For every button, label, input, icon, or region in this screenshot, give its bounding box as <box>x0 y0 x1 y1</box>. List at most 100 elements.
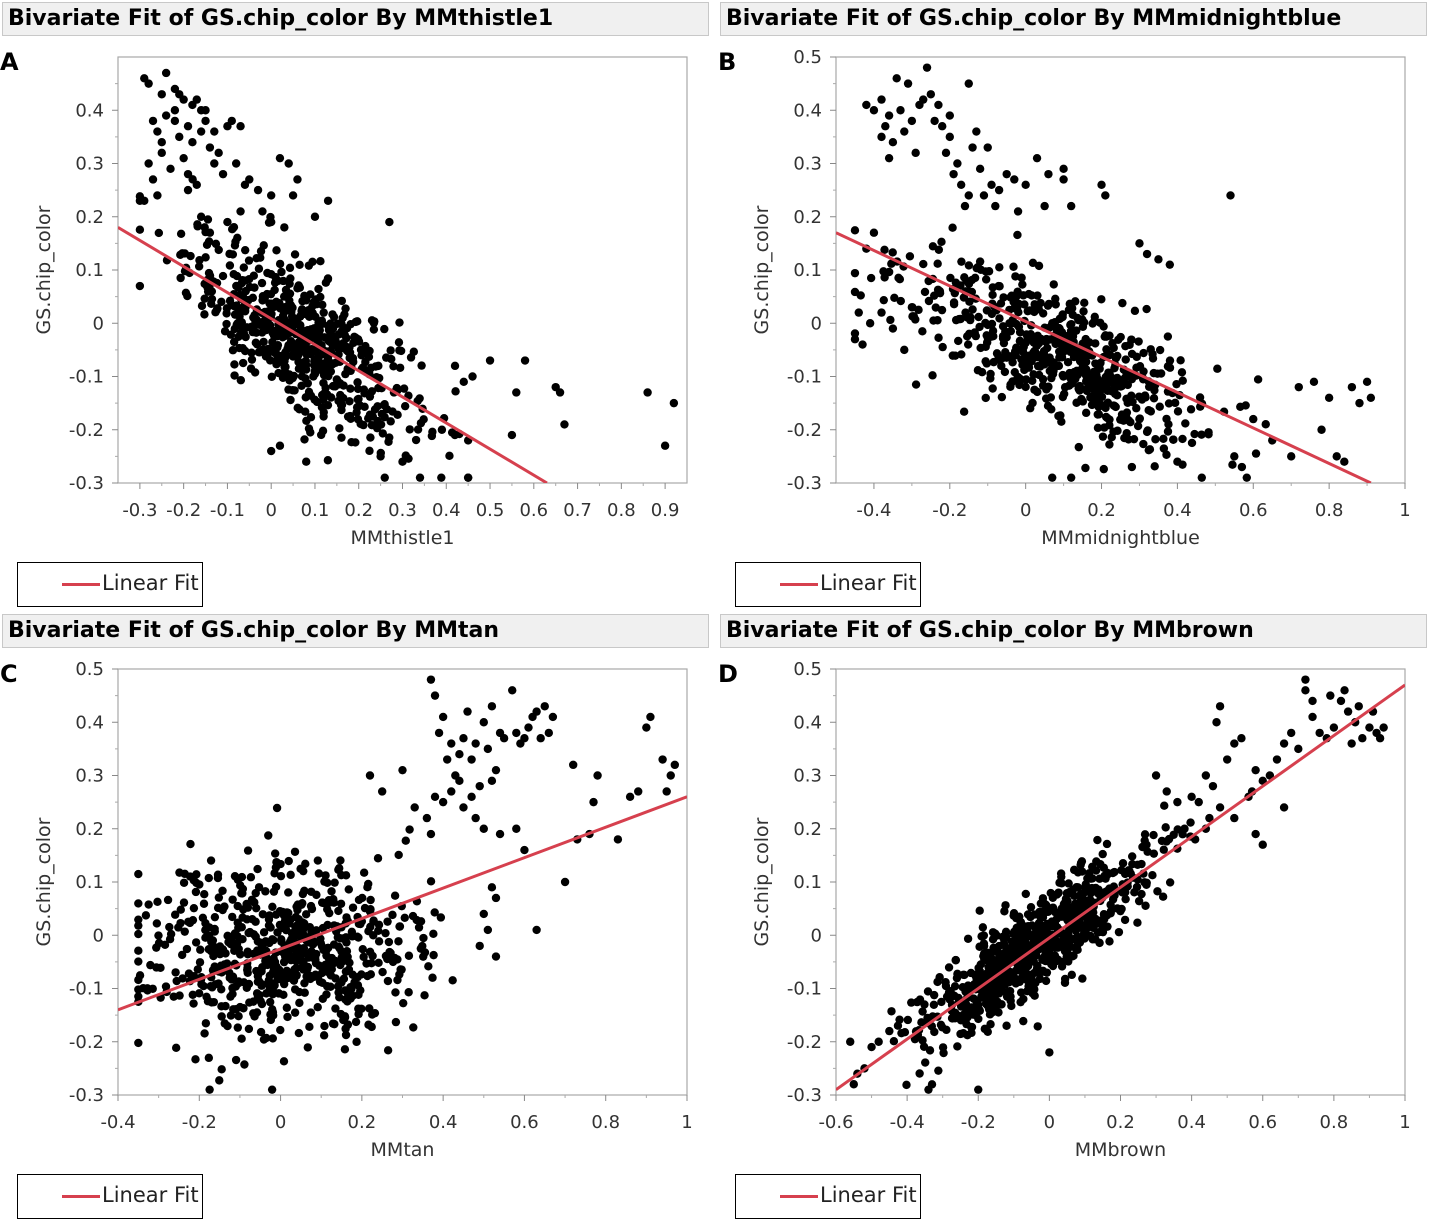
data-point <box>858 340 867 349</box>
data-point <box>850 287 860 297</box>
data-point <box>225 261 235 270</box>
data-point <box>1190 429 1199 439</box>
data-point <box>267 372 277 382</box>
data-point <box>283 1012 292 1022</box>
data-point <box>256 938 265 947</box>
data-point <box>273 358 283 367</box>
data-point <box>176 229 186 239</box>
data-point <box>282 1003 292 1012</box>
data-point <box>277 937 286 946</box>
data-point <box>296 311 306 320</box>
data-point <box>192 95 201 104</box>
data-point <box>1071 349 1080 359</box>
data-point <box>399 384 409 393</box>
data-point <box>1009 911 1018 920</box>
data-point <box>903 1015 913 1025</box>
data-point <box>157 90 166 99</box>
data-point <box>380 324 389 334</box>
data-point <box>336 319 346 329</box>
data-point <box>869 106 879 115</box>
data-point <box>1100 871 1109 880</box>
data-point <box>933 259 942 268</box>
data-point <box>182 944 192 954</box>
data-point <box>243 846 253 855</box>
x-tick-label: 0.9 <box>651 500 680 521</box>
data-point <box>507 430 517 440</box>
data-point <box>1050 919 1060 929</box>
x-tick-label: 0.8 <box>1320 1112 1349 1133</box>
data-point <box>909 312 919 321</box>
data-point <box>193 222 202 231</box>
data-point <box>1158 892 1168 901</box>
data-point <box>372 423 382 433</box>
data-point <box>366 922 375 932</box>
data-point <box>303 330 312 339</box>
data-points <box>846 675 1388 1094</box>
data-point <box>1033 331 1042 341</box>
data-point <box>877 95 886 104</box>
x-tick-label: -0.2 <box>166 500 201 521</box>
data-point <box>380 412 389 422</box>
data-point <box>1148 354 1158 363</box>
data-point <box>1051 907 1060 917</box>
data-point <box>893 1021 903 1030</box>
data-point <box>929 316 938 325</box>
data-point <box>227 116 236 126</box>
data-point <box>306 901 316 911</box>
data-point <box>491 765 501 775</box>
data-point <box>232 281 241 291</box>
data-point <box>1186 405 1196 414</box>
data-point <box>251 932 260 941</box>
data-point <box>937 237 946 247</box>
data-point <box>276 1025 285 1035</box>
data-point <box>1157 836 1167 846</box>
data-point <box>259 323 269 332</box>
x-tick-label: -0.2 <box>961 1112 996 1133</box>
data-point <box>897 1028 906 1038</box>
data-point <box>261 887 270 896</box>
data-point <box>1091 866 1101 875</box>
data-point <box>974 1000 983 1009</box>
data-point <box>1279 803 1289 812</box>
data-point <box>1076 858 1086 868</box>
data-point <box>337 296 347 306</box>
data-point <box>345 397 354 406</box>
data-point <box>134 869 143 879</box>
data-point <box>468 372 477 381</box>
y-tick-label: 0.5 <box>75 659 104 680</box>
data-point <box>1059 175 1068 184</box>
data-point <box>222 319 231 329</box>
data-point <box>887 259 896 268</box>
scatter-plot: -0.3 -0.2 -0.1 0 0.1 0.2 0.3 0.4 0.5 0.6 0.7 0.8 0.9… <box>33 56 688 549</box>
data-point <box>213 870 223 879</box>
data-point <box>1317 425 1326 434</box>
data-point <box>1030 385 1039 394</box>
data-point <box>935 288 945 298</box>
data-point <box>1032 153 1042 163</box>
data-point <box>266 446 276 456</box>
data-point <box>475 941 484 951</box>
data-point <box>318 923 328 933</box>
data-point <box>341 1030 351 1040</box>
y-tick-label: -0.1 <box>787 367 822 388</box>
data-point <box>1015 977 1024 987</box>
panel-label: C <box>0 660 18 688</box>
data-point <box>202 992 211 1001</box>
data-point <box>192 870 201 879</box>
scatter-plot: -0.6 -0.4 -0.2 0 0.2 0.4 0.6 0.8 1 0.5 0.4 0.3 0.2 0.… <box>751 659 1411 1161</box>
y-axis-label: GS.chip_color <box>751 817 773 946</box>
data-point <box>1135 414 1145 423</box>
data-point <box>359 385 369 394</box>
data-point <box>161 982 171 991</box>
data-point <box>450 361 460 371</box>
data-point <box>1011 351 1020 360</box>
data-point <box>265 299 274 308</box>
data-point <box>225 968 234 978</box>
data-point <box>1213 364 1222 373</box>
data-point <box>455 776 464 786</box>
data-point <box>318 978 327 988</box>
data-point <box>188 990 197 999</box>
scatter-plot: -0.4 -0.2 0 0.2 0.4 0.6 0.8 1 0.5 0.4 0.3 0.2 0.1 0 -0… <box>751 47 1411 549</box>
data-point <box>988 326 998 336</box>
data-point <box>238 344 247 353</box>
